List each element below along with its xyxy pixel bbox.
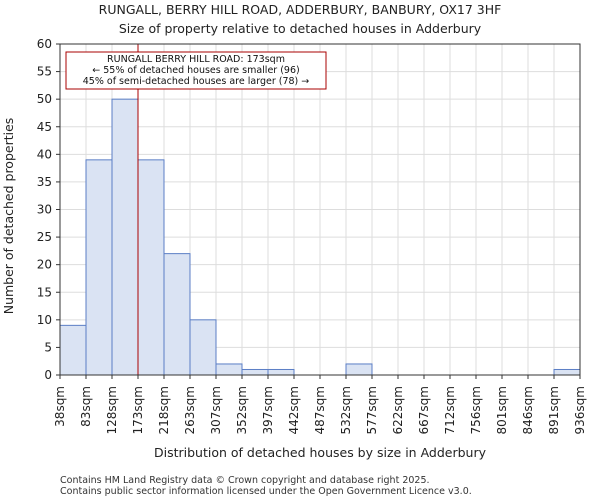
annotation-line-2: ← 55% of detached houses are smaller (96… (92, 65, 299, 76)
x-tick-label: 756sqm (469, 386, 483, 434)
x-tick-label: 352sqm (235, 386, 249, 434)
x-tick-label: 667sqm (417, 386, 431, 434)
y-tick-label: 35 (37, 175, 52, 189)
y-tick-label: 20 (37, 258, 52, 272)
bar (345, 363, 373, 376)
y-tick-label: 25 (37, 230, 52, 244)
x-tick-label: 442sqm (287, 386, 301, 434)
bar (189, 319, 217, 376)
bar (241, 368, 269, 376)
y-tick-label: 45 (37, 120, 52, 134)
bar (111, 98, 139, 376)
y-tick-label: 15 (37, 285, 52, 299)
bar (137, 159, 165, 376)
x-tick-label: 307sqm (209, 386, 223, 434)
x-tick-label: 263sqm (183, 386, 197, 434)
x-axis-label: Distribution of detached houses by size … (154, 445, 487, 460)
x-tick-label: 712sqm (443, 386, 457, 434)
bar (215, 363, 243, 376)
x-tick-label: 218sqm (157, 386, 171, 434)
x-tick-label: 38sqm (53, 386, 67, 427)
x-tick-label: 83sqm (79, 386, 93, 427)
chart-title: RUNGALL, BERRY HILL ROAD, ADDERBURY, BAN… (99, 2, 502, 17)
x-tick-label: 128sqm (105, 386, 119, 434)
x-tick-label: 622sqm (391, 386, 405, 434)
x-tick-label: 173sqm (131, 386, 145, 434)
x-tick-label: 936sqm (573, 386, 587, 434)
footer-line-1: Contains HM Land Registry data © Crown c… (60, 475, 430, 486)
y-tick-label: 5 (44, 340, 52, 354)
annotation-box: RUNGALL BERRY HILL ROAD: 173sqm ← 55% of… (65, 51, 327, 90)
y-tick-label: 30 (37, 203, 52, 217)
x-tick-label: 846sqm (521, 386, 535, 434)
x-tick-label: 577sqm (365, 386, 379, 434)
bar (163, 253, 191, 376)
y-tick-label: 50 (37, 92, 52, 106)
y-tick-label: 10 (37, 313, 52, 327)
bar (267, 368, 295, 376)
y-tick-label: 60 (37, 37, 52, 51)
annotation-line-1: RUNGALL BERRY HILL ROAD: 173sqm (107, 54, 285, 65)
bar (553, 368, 581, 376)
annotation-border (65, 51, 327, 90)
x-tick-label: 891sqm (547, 386, 561, 434)
x-tick-label: 532sqm (339, 386, 353, 434)
x-tick-label: 397sqm (261, 386, 275, 434)
x-tick-label: 487sqm (313, 386, 327, 434)
x-tick-label: 801sqm (495, 386, 509, 434)
y-tick-label: 0 (44, 368, 52, 382)
chart-subtitle: Size of property relative to detached ho… (119, 21, 482, 36)
bars (59, 98, 581, 376)
y-tick-label: 40 (37, 147, 52, 161)
y-ticks: 0 5 10 15 20 25 30 35 40 45 50 55 60 (37, 37, 60, 382)
y-axis-label: Number of detached properties (1, 118, 16, 315)
annotation-line-3: 45% of semi-detached houses are larger (… (83, 76, 310, 87)
bar (59, 324, 87, 376)
x-ticks: 38sqm 83sqm 128sqm 173sqm 218sqm 263sqm 307sqm… (53, 375, 587, 434)
footer-line-2: Contains public sector information licen… (60, 486, 472, 497)
y-tick-label: 55 (37, 65, 52, 79)
bar (85, 159, 113, 376)
